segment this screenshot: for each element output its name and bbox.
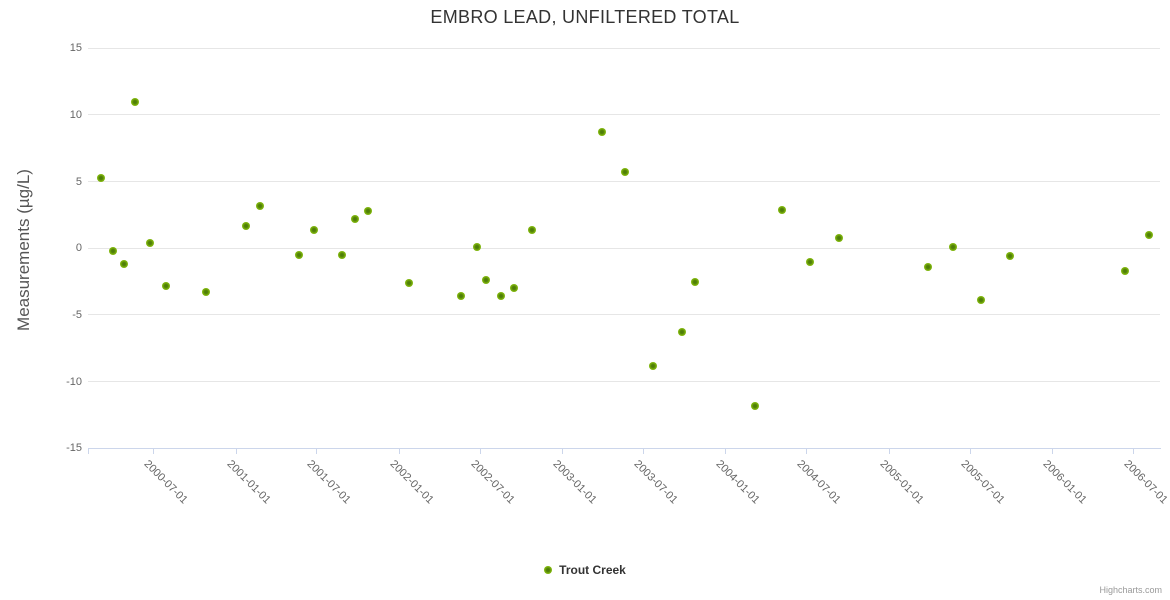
grid-line [88, 247, 1160, 249]
y-axis-label: -5 [72, 308, 82, 321]
x-axis-label: 2003-07-01 [631, 458, 680, 507]
x-axis-tick [725, 449, 727, 454]
data-point[interactable] [242, 221, 251, 230]
data-point[interactable] [923, 262, 932, 271]
x-axis-tick [1051, 449, 1053, 454]
x-axis-label: 2000-07-01 [141, 458, 191, 507]
y-axis-label: 10 [69, 108, 82, 121]
highcharts-credit-link[interactable]: Highcharts.com [1099, 585, 1162, 595]
data-point[interactable] [750, 401, 759, 410]
data-point[interactable] [778, 205, 787, 214]
data-point[interactable] [649, 361, 658, 370]
y-axis-label: 0 [75, 242, 82, 255]
data-point[interactable] [835, 233, 843, 242]
x-axis-tick [806, 449, 808, 454]
y-axis-label: -10 [66, 375, 82, 388]
x-axis-tick [969, 449, 971, 454]
data-point[interactable] [1005, 252, 1014, 261]
x-axis-label: 2001-07-01 [304, 458, 354, 507]
data-point[interactable] [256, 201, 265, 210]
data-point[interactable] [202, 288, 211, 297]
x-axis-label: 2006-07-01 [1121, 458, 1170, 507]
data-point[interactable] [1145, 230, 1154, 239]
data-point[interactable] [691, 277, 700, 286]
grid-line [88, 381, 1160, 383]
data-point[interactable] [527, 225, 536, 234]
x-axis-tick [888, 449, 890, 454]
data-point[interactable] [597, 128, 606, 137]
chart-title: EMBRO LEAD, UNFILTERED TOTAL [430, 7, 740, 27]
data-point[interactable] [621, 168, 630, 177]
y-axis-title: Measurements (µg/L) [14, 169, 33, 331]
x-axis-tick [153, 449, 155, 454]
x-axis-label: 2002-01-01 [387, 458, 436, 507]
x-axis-line [88, 448, 1161, 449]
data-point[interactable] [1120, 266, 1129, 275]
x-axis-tick [316, 449, 318, 454]
data-point[interactable] [510, 284, 519, 293]
legend-item-trout-creek[interactable]: Trout Creek [0, 563, 1170, 577]
data-point[interactable] [482, 276, 491, 285]
grid-line [88, 314, 1160, 316]
x-axis-edge-tick [88, 449, 89, 454]
data-point[interactable] [337, 250, 346, 259]
data-point[interactable] [677, 328, 686, 337]
data-point[interactable] [456, 292, 465, 301]
data-point[interactable] [805, 257, 814, 266]
data-point[interactable] [949, 242, 958, 251]
data-point[interactable] [309, 225, 318, 234]
data-point[interactable] [497, 292, 506, 301]
x-axis-label: 2002-07-01 [468, 458, 517, 507]
x-axis-tick [479, 449, 481, 454]
x-axis-tick [642, 449, 644, 454]
x-axis-tick [235, 449, 237, 454]
data-point[interactable] [404, 278, 413, 287]
data-point[interactable] [363, 206, 372, 215]
legend-label: Trout Creek [559, 563, 626, 577]
data-point[interactable] [146, 238, 155, 247]
data-point[interactable] [130, 97, 139, 106]
x-axis-tick [398, 449, 400, 454]
grid-line [88, 181, 1160, 183]
data-point[interactable] [295, 250, 304, 259]
x-axis-label: 2005-01-01 [877, 458, 926, 507]
y-axis-label: -15 [66, 442, 82, 455]
data-point[interactable] [977, 296, 986, 305]
data-point[interactable] [96, 173, 105, 182]
grid-line [88, 47, 1160, 49]
data-point[interactable] [162, 281, 171, 290]
y-axis-label: 5 [75, 175, 82, 188]
x-axis-tick [561, 449, 563, 454]
data-point[interactable] [109, 246, 118, 255]
x-axis-label: 2005-07-01 [958, 458, 1007, 507]
grid-line [88, 114, 1160, 116]
data-point[interactable] [473, 242, 482, 251]
legend-marker-icon [544, 566, 553, 574]
x-axis-label: 2001-01-01 [224, 458, 273, 507]
data-point[interactable] [350, 214, 359, 223]
x-axis-label: 2003-01-01 [550, 458, 599, 507]
x-axis-label: 2004-01-01 [713, 458, 762, 507]
x-axis-label: 2006-01-01 [1040, 458, 1089, 507]
x-axis-label: 2004-07-01 [794, 458, 844, 507]
x-axis-tick [1132, 449, 1134, 454]
y-axis-label: 15 [69, 42, 82, 55]
data-point[interactable] [120, 260, 129, 269]
